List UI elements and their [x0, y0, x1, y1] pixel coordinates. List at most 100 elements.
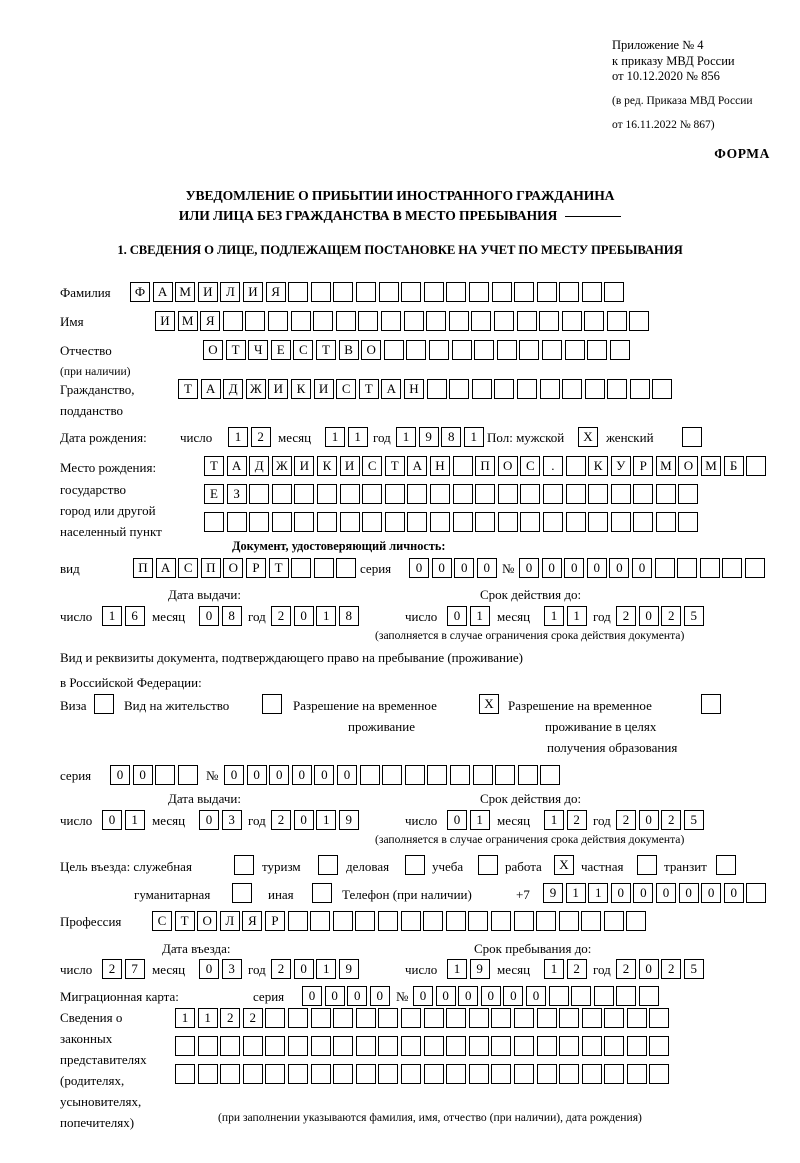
char-cell[interactable]: А	[407, 456, 428, 476]
char-cell[interactable]: 2	[271, 959, 291, 979]
char-cell[interactable]: 9	[338, 810, 359, 830]
char-cell[interactable]	[294, 484, 315, 504]
char-cell[interactable]: С	[152, 911, 172, 931]
char-cell[interactable]	[494, 379, 515, 399]
char-cell[interactable]: Р	[264, 911, 285, 931]
char-cell[interactable]: 0	[269, 765, 290, 785]
char-cell[interactable]: 0	[655, 883, 676, 903]
char-cell[interactable]: И	[313, 379, 334, 399]
char-cell[interactable]	[520, 512, 541, 532]
char-cell[interactable]: 1	[588, 883, 609, 903]
char-cell[interactable]	[587, 340, 608, 360]
char-cell[interactable]: 0	[435, 986, 456, 1006]
char-cell[interactable]: 3	[221, 810, 242, 830]
char-cell[interactable]: .	[542, 456, 563, 476]
char-cell[interactable]: 1	[469, 606, 490, 626]
char-cell[interactable]: 0	[476, 558, 497, 578]
char-cell[interactable]	[175, 1036, 195, 1056]
char-cell[interactable]	[626, 911, 647, 931]
char-cell[interactable]: 9	[418, 427, 439, 447]
char-cell[interactable]: 0	[525, 986, 546, 1006]
char-cell[interactable]	[493, 311, 514, 331]
char-cell[interactable]	[339, 484, 360, 504]
char-cell[interactable]	[380, 311, 401, 331]
char-cell[interactable]	[378, 1064, 399, 1084]
char-cell[interactable]	[609, 340, 630, 360]
char-cell[interactable]	[548, 986, 569, 1006]
char-cell[interactable]: Т	[384, 456, 405, 476]
char-cell[interactable]: 0	[638, 959, 659, 979]
char-cell[interactable]	[177, 765, 198, 785]
char-cell[interactable]: 0	[199, 606, 219, 626]
char-cell[interactable]: 0	[199, 959, 219, 979]
char-cell[interactable]: 1	[325, 427, 345, 447]
char-cell[interactable]: 0	[110, 765, 130, 785]
char-cell[interactable]	[313, 558, 334, 578]
char-cell[interactable]: 8	[441, 427, 462, 447]
char-cell[interactable]	[536, 1064, 557, 1084]
purpose-transit-checkbox[interactable]	[716, 855, 736, 875]
char-cell[interactable]: 0	[564, 558, 585, 578]
char-cell[interactable]	[649, 1036, 670, 1056]
char-cell[interactable]: 1	[469, 810, 490, 830]
temp-edu-checkbox[interactable]	[701, 694, 721, 714]
char-cell[interactable]	[339, 512, 360, 532]
char-cell[interactable]	[491, 282, 512, 302]
char-cell[interactable]: Ж	[245, 379, 266, 399]
char-cell[interactable]	[291, 558, 312, 578]
char-cell[interactable]	[559, 1008, 580, 1028]
char-cell[interactable]	[406, 340, 427, 360]
char-cell[interactable]	[333, 1036, 354, 1056]
char-cell[interactable]: 1	[124, 810, 145, 830]
char-cell[interactable]: И	[294, 456, 315, 476]
char-cell[interactable]	[378, 1036, 399, 1056]
char-cell[interactable]: О	[361, 340, 382, 360]
char-cell[interactable]	[491, 1064, 512, 1084]
char-cell[interactable]	[197, 1064, 218, 1084]
char-cell[interactable]	[604, 282, 625, 302]
char-cell[interactable]: В	[338, 340, 359, 360]
purpose-study-checkbox[interactable]	[478, 855, 498, 875]
char-cell[interactable]: Т	[174, 911, 195, 931]
char-cell[interactable]	[513, 1036, 534, 1056]
char-cell[interactable]: Р	[633, 456, 654, 476]
char-cell[interactable]	[362, 512, 383, 532]
char-cell[interactable]	[699, 558, 720, 578]
char-cell[interactable]: С	[178, 558, 199, 578]
char-cell[interactable]	[559, 282, 580, 302]
char-cell[interactable]	[564, 340, 585, 360]
char-cell[interactable]: О	[497, 456, 518, 476]
char-cell[interactable]	[267, 311, 288, 331]
char-cell[interactable]: 1	[544, 810, 564, 830]
char-cell[interactable]	[197, 1036, 218, 1056]
char-cell[interactable]	[519, 340, 540, 360]
char-cell[interactable]	[287, 1008, 308, 1028]
char-cell[interactable]	[448, 311, 469, 331]
char-cell[interactable]	[382, 765, 403, 785]
char-cell[interactable]: 0	[458, 986, 479, 1006]
char-cell[interactable]: Я	[265, 282, 286, 302]
char-cell[interactable]: 9	[543, 883, 563, 903]
char-cell[interactable]: Д	[249, 456, 270, 476]
char-cell[interactable]	[429, 484, 450, 504]
char-cell[interactable]: Т	[204, 456, 224, 476]
char-cell[interactable]: 1	[316, 606, 337, 626]
char-cell[interactable]	[604, 1036, 625, 1056]
char-cell[interactable]: И	[242, 282, 263, 302]
char-cell[interactable]	[204, 512, 224, 532]
char-cell[interactable]: Т	[178, 379, 198, 399]
char-cell[interactable]	[445, 911, 466, 931]
